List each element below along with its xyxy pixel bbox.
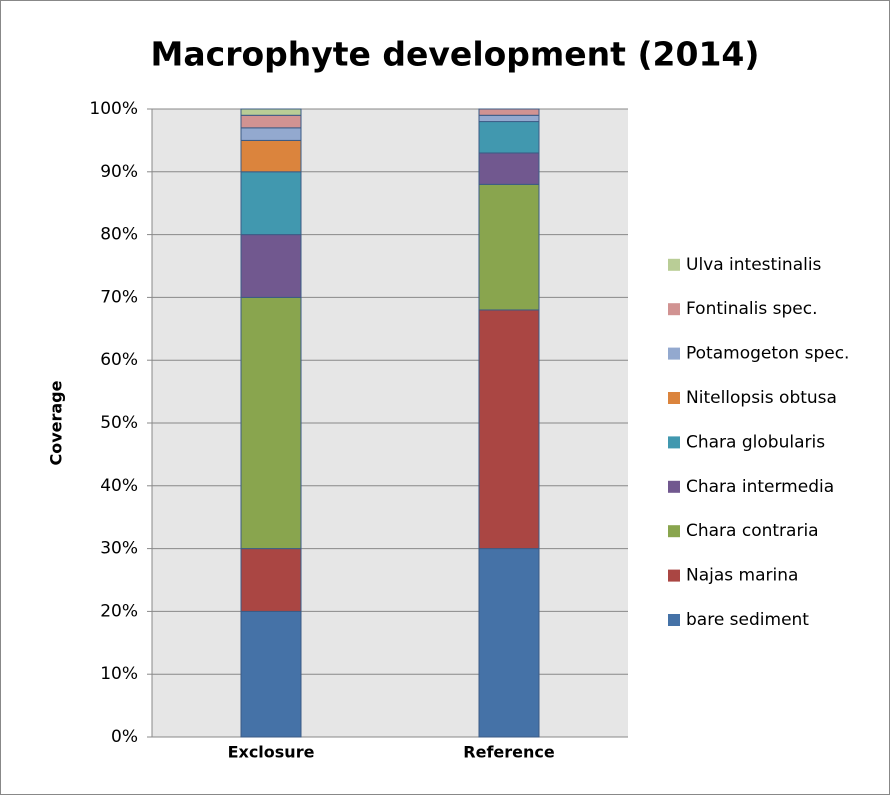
bar-segment [478,108,540,116]
legend-label: Najas marina [686,566,798,586]
legend-swatch [668,392,680,404]
bar-segment [478,114,540,123]
y-tick-label: 0% [111,727,138,747]
bar-segment [240,548,302,612]
bar-segment [478,309,540,550]
y-tick-label: 60% [100,350,138,370]
bar-segment [240,127,302,141]
bar-segment [478,152,540,185]
legend-label: Nitellopsis obtusa [686,388,837,408]
y-tick-label: 50% [100,413,138,433]
legend-label: Fontinalis spec. [686,299,818,319]
bar-segment [240,108,302,116]
legend-swatch [668,525,680,538]
legend-label: bare sediment [686,610,809,630]
legend-swatch [668,347,680,360]
bar-segment [478,548,540,738]
legend-label: Chara globularis [686,432,825,452]
legend-swatch [668,569,680,582]
y-tick-label: 40% [100,476,138,496]
y-tick-label: 20% [100,601,138,621]
legend-label: Chara contraria [686,521,819,541]
legend-label: Ulva intestinalis [686,255,822,275]
legend-swatch [668,258,680,271]
x-tick-label: Reference [463,743,555,762]
legend-label: Potamogeton spec. [686,344,849,364]
y-tick-label: 80% [100,225,138,245]
bar-segment [478,121,540,154]
y-axis-label: Coverage [47,380,66,465]
y-tick-label: 100% [89,99,138,119]
y-tick-label: 70% [100,287,138,307]
x-tick-label: Exclosure [228,743,315,762]
bar-segment [240,139,302,173]
y-tick-label: 90% [100,162,138,182]
bar-segment [240,234,302,298]
bar-segment [240,114,302,129]
chart-title: Macrophyte development (2014) [151,35,760,74]
legend-swatch [668,303,680,316]
legend-swatch [668,436,680,449]
legend-swatch [668,614,680,626]
legend-label: Chara intermedia [686,477,834,497]
bar-segment [240,296,302,550]
y-tick-label: 10% [100,664,138,684]
bar-segment [240,171,302,236]
bar-segment [478,183,540,311]
y-tick-label: 30% [100,539,138,559]
bar-segment [240,610,302,738]
legend-swatch [668,480,680,493]
